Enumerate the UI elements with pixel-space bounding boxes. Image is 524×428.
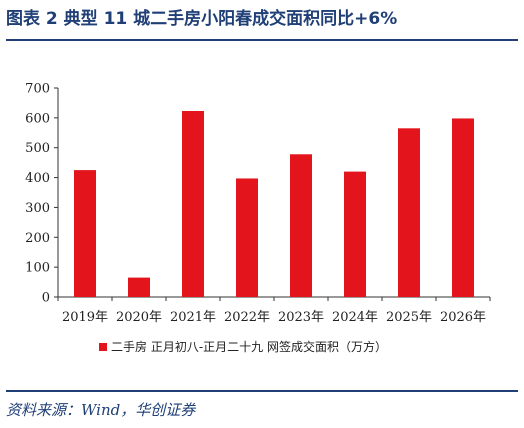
x-tick-label: 2019年 xyxy=(62,310,108,325)
x-tick-label: 2021年 xyxy=(170,310,216,325)
x-tick-label: 2020年 xyxy=(116,310,162,325)
bar xyxy=(236,178,258,297)
y-axis: 0 100 200 300 400 500 600 700 xyxy=(25,82,59,306)
x-tick-label: 2024年 xyxy=(332,310,378,325)
source-note: 资料来源：Wind，华创证券 xyxy=(6,401,196,419)
figure-title: 图表 2 典型 11 城二手房小阳春成交面积同比+6% xyxy=(6,9,398,29)
bar xyxy=(182,110,204,298)
y-tick-label: 300 xyxy=(25,201,50,216)
source-rule xyxy=(6,390,518,392)
bar xyxy=(74,170,96,297)
bar xyxy=(398,128,420,297)
y-tick-label: 200 xyxy=(25,231,50,246)
bar xyxy=(128,277,150,297)
bar xyxy=(290,154,312,297)
x-tick-label: 2025年 xyxy=(386,310,432,325)
legend-label: 二手房 正月初八-正月二十九 网签成交面积（万方） xyxy=(111,339,387,354)
y-tick-label: 400 xyxy=(25,171,50,186)
x-axis: 2019年 2020年 2021年 2022年 2023年 2024年 2025年 2026年 xyxy=(57,296,491,325)
x-tick-label: 2022年 xyxy=(224,310,270,325)
title-rule xyxy=(6,39,518,41)
legend-swatch xyxy=(99,343,107,351)
y-tick-label: 500 xyxy=(25,141,50,156)
bar xyxy=(344,171,366,297)
y-tick-label: 700 xyxy=(25,82,50,97)
x-tick-label: 2023年 xyxy=(278,310,324,325)
y-tick-label: 600 xyxy=(25,111,50,126)
bar-series xyxy=(74,110,474,298)
bar xyxy=(452,118,474,297)
x-tick-label: 2026年 xyxy=(440,310,486,325)
y-tick-label: 0 xyxy=(42,291,50,306)
y-tick-label: 100 xyxy=(25,261,50,276)
legend: 二手房 正月初八-正月二十九 网签成交面积（万方） xyxy=(99,339,387,354)
